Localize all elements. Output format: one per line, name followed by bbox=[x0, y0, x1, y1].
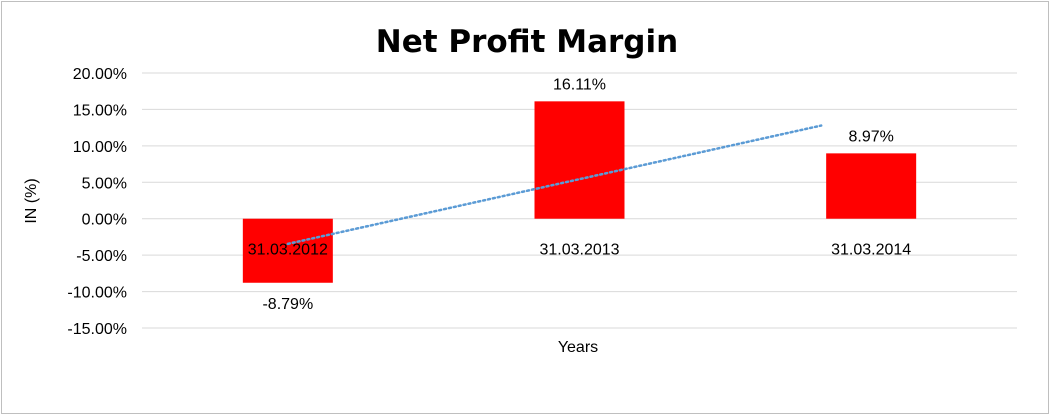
category-label: 31.03.2012 bbox=[248, 242, 328, 259]
y-tick-label: 5.00% bbox=[82, 175, 127, 192]
category-label: 31.03.2013 bbox=[539, 242, 619, 259]
bar bbox=[534, 101, 625, 219]
y-tick-label: 20.00% bbox=[73, 66, 127, 83]
category-labels: 31.03.2012 31.03.2013 31.03.2014 bbox=[248, 242, 912, 259]
bar bbox=[242, 218, 333, 283]
y-tick-label: -15.00% bbox=[67, 321, 127, 338]
y-tick-label: 15.00% bbox=[73, 102, 127, 119]
y-tick-label: -5.00% bbox=[76, 248, 127, 265]
category-label: 31.03.2014 bbox=[831, 242, 911, 259]
data-label: 8.97% bbox=[848, 128, 893, 145]
y-axis-title: IN (%) bbox=[23, 178, 40, 223]
y-tick-label: -10.00% bbox=[67, 285, 127, 302]
data-label: 16.11% bbox=[553, 76, 606, 93]
bar bbox=[826, 153, 917, 219]
y-tick-label: 0.00% bbox=[82, 212, 127, 229]
y-tick-label: 10.00% bbox=[73, 139, 127, 156]
bars bbox=[242, 101, 917, 283]
trendline bbox=[286, 124, 823, 246]
trendline-layer bbox=[286, 124, 823, 246]
x-axis-title: Years bbox=[558, 339, 598, 356]
y-axis-tick-labels: 20.00% 15.00% 10.00% 5.00% 0.00% -5.00% -10.00… bbox=[67, 66, 127, 338]
data-labels: -8.79% 16.11% 8.97% bbox=[262, 76, 893, 312]
data-label: -8.79% bbox=[262, 296, 313, 313]
chart-title: Net Profit Margin bbox=[376, 24, 678, 60]
